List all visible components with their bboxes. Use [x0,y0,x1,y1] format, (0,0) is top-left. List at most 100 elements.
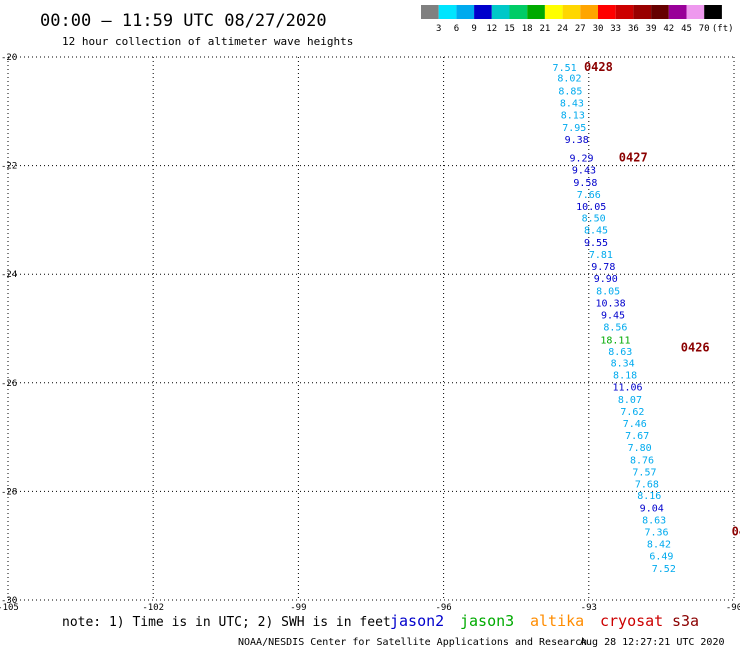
colorbar-label: 30 [593,24,604,34]
colorbar-label: 21 [539,24,550,34]
colorbar-legend: 3 6 9 12 15 18 21 24 27 30 33 36 39 42 45 70 (ft) [421,5,734,34]
wave-height-value: 10.38 [596,298,626,309]
colorbar-unit: (ft) [712,24,734,34]
wave-height-value: 8.43 [560,99,584,110]
plot-area: -105 -102 -99 -96 -93 -90 -20 -22 -24 -26 -28 -30 7.… [0,53,740,613]
colorbar-label: 39 [646,24,657,34]
y-tick-label: -24 [1,270,17,280]
pass-time-label: 0425 [732,525,740,539]
colorbar-label: 70 [699,24,710,34]
wave-height-value: 11.06 [612,383,642,394]
pass-time-label: 0426 [681,341,710,355]
colorbar-swatch [509,5,528,19]
wave-height-value: 9.90 [594,274,618,285]
wave-height-value: 6.49 [649,551,673,562]
y-tick-label: -26 [1,379,17,389]
wave-height-value: 7.68 [635,479,659,490]
colorbar-label: 36 [628,24,639,34]
wave-height-value: 7.66 [577,190,601,201]
colorbar-swatch [633,5,652,19]
y-tick-label: -22 [1,162,17,172]
colorbar-swatch [615,5,634,19]
wave-height-value: 7.57 [632,467,656,478]
colorbar-swatch [686,5,705,19]
colorbar-label: 6 [454,24,459,34]
wave-height-value: 8.45 [584,226,608,237]
x-tick-label: -99 [290,603,306,613]
y-tick-label: -30 [1,596,17,606]
footer-timestamp: Aug 28 12:27:21 UTC 2020 [580,637,725,648]
satellite-label: jason3 [460,612,514,630]
colorbar-label: 9 [471,24,476,34]
wave-height-value: 8.16 [637,491,661,502]
footer-credit: NOAA/NESDIS Center for Satellite Applica… [238,637,587,648]
wave-height-value: 7.80 [628,443,652,454]
pass-time-label: 0428 [584,60,613,74]
colorbar-label: 18 [522,24,533,34]
wave-height-value: 7.62 [620,407,644,418]
wave-height-value: 7.36 [645,528,669,539]
wave-height-value: 8.56 [603,322,627,333]
wave-height-value: 9.43 [572,165,596,176]
wave-height-value: 18.11 [600,335,630,346]
wave-height-value: 8.18 [613,371,637,382]
wave-height-value: 8.63 [642,516,666,527]
colorbar-swatch [668,5,687,19]
x-tick-label: -105 [0,603,19,613]
satellite-legend: jason2 jason3 altika cryosat s3a [390,612,699,630]
x-tick-label: -93 [581,603,597,613]
wave-height-value: 8.50 [582,214,606,225]
x-tick-label: -90 [726,603,740,613]
wave-height-value: 9.38 [565,135,589,146]
wave-height-value: 8.63 [608,347,632,358]
colorbar-swatch [704,5,722,19]
colorbar-swatch [474,5,492,19]
colorbar-label: 12 [486,24,497,34]
colorbar-label: 27 [575,24,586,34]
colorbar-label: 42 [663,24,674,34]
colorbar-swatch [580,5,598,19]
colorbar-label: 45 [681,24,692,34]
wave-height-value: 7.52 [652,564,676,575]
wave-height-value: 7.51 [553,63,577,74]
colorbar-label: 15 [504,24,515,34]
colorbar-label: 33 [610,24,621,34]
wave-height-value: 8.13 [561,111,585,122]
wave-height-value: 9.78 [591,262,615,273]
wave-height-value: 7.46 [623,419,647,430]
colorbar-swatch [438,5,457,19]
wave-height-value: 8.42 [647,540,671,551]
satellite-label: s3a [672,612,699,630]
wave-height-value: 8.02 [557,74,581,85]
colorbar-swatch [491,5,510,19]
colorbar-swatch [544,5,563,19]
wave-height-value: 9.45 [601,310,625,321]
wave-height-value: 8.76 [630,455,654,466]
chart-title: 00:00 – 11:59 UTC 08/27/2020 [40,11,327,31]
satellite-label: altika [530,612,584,630]
satellite-label: cryosat [600,612,663,630]
colorbar-swatch [651,5,669,19]
wave-height-value: 7.95 [562,123,586,134]
colorbar-swatch [562,5,581,19]
wave-height-value: 9.58 [573,178,597,189]
wave-height-value: 7.81 [589,250,613,261]
pass-time-label: 0427 [619,150,648,164]
footer-note: note: 1) Time is in UTC; 2) SWH is in fe… [62,615,391,630]
colorbar-swatch [421,5,439,19]
y-tick-label: -20 [1,53,17,63]
wave-height-value: 8.34 [611,359,635,370]
wave-height-value: 8.07 [618,395,642,406]
colorbar-swatch [456,5,475,19]
x-tick-label: -96 [435,603,451,613]
wave-height-value: 9.55 [584,238,608,249]
colorbar-swatch [527,5,545,19]
wave-height-value: 8.05 [596,286,620,297]
colorbar-swatch [598,5,616,19]
colorbar-label: 24 [557,24,568,34]
wave-height-value: 10.05 [576,202,606,213]
satellite-label: jason2 [390,612,444,630]
wave-height-value: 8.85 [558,87,582,98]
wave-height-value: 7.67 [625,431,649,442]
